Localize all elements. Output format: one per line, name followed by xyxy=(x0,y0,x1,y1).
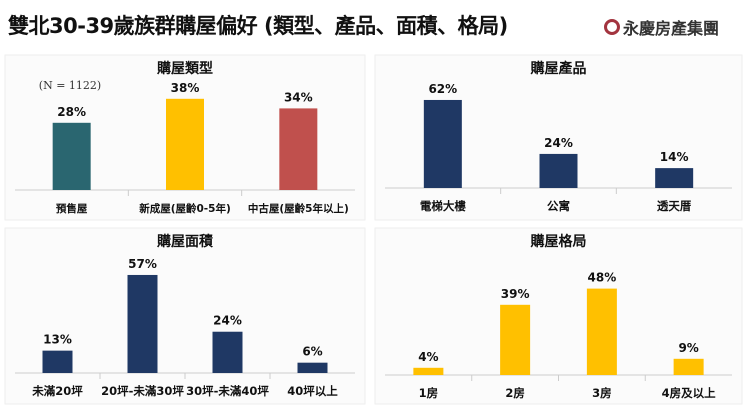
data-label: 24% xyxy=(544,136,573,150)
chart-title: 購屋面積 xyxy=(156,233,214,250)
category-label: 30坪-未滿40坪 xyxy=(186,384,269,398)
data-label: 28% xyxy=(57,105,86,119)
category-label: 電梯大樓 xyxy=(420,199,466,213)
chart-title: 購屋類型 xyxy=(156,60,213,77)
data-label: 62% xyxy=(428,82,457,96)
bar xyxy=(539,153,578,188)
category-label: 預售屋 xyxy=(56,202,88,215)
bar xyxy=(413,367,444,375)
data-label: 38% xyxy=(171,81,200,95)
data-label: 39% xyxy=(501,287,530,301)
chart-annotation: (N = 1122) xyxy=(39,79,101,92)
data-label: 14% xyxy=(660,150,689,164)
data-label: 48% xyxy=(588,271,617,285)
data-label: 13% xyxy=(43,333,72,347)
category-label: 4房及以上 xyxy=(662,386,717,400)
bar xyxy=(127,274,158,373)
logo-text: 永慶房產集團 xyxy=(623,19,720,38)
category-label: 公寓 xyxy=(547,199,570,213)
category-label: 新成屋(屋齡0-5年) xyxy=(139,202,231,215)
data-label: 24% xyxy=(213,314,242,328)
data-label: 4% xyxy=(418,350,438,364)
bar xyxy=(423,99,462,188)
data-label: 57% xyxy=(128,257,157,271)
bar xyxy=(297,362,328,373)
bar xyxy=(52,122,91,190)
category-label: 20坪-未滿30坪 xyxy=(101,384,184,398)
category-label: 2房 xyxy=(505,386,525,400)
category-label: 透天厝 xyxy=(657,199,692,213)
bar xyxy=(279,108,318,190)
page-title: 雙北30-39歲族群購屋偏好 (類型、產品、面積、格局) xyxy=(8,14,508,38)
bar xyxy=(500,304,531,375)
bar xyxy=(655,168,694,188)
chart-title: 購屋格局 xyxy=(530,233,587,250)
data-label: 9% xyxy=(678,341,698,355)
category-label: 40坪以上 xyxy=(287,384,338,398)
bar xyxy=(212,331,243,373)
bar xyxy=(673,358,704,375)
category-label: 中古屋(屋齡5年以上) xyxy=(248,202,349,215)
chart-title: 購屋產品 xyxy=(530,60,587,77)
logo-icon xyxy=(604,19,620,35)
logo: 永慶房產集團 xyxy=(604,15,719,39)
bar xyxy=(586,288,617,375)
data-label: 34% xyxy=(284,90,313,104)
category-label: 1房 xyxy=(419,386,439,400)
bar xyxy=(42,350,73,373)
data-label: 6% xyxy=(302,345,322,359)
category-label: 3房 xyxy=(592,386,612,400)
bar xyxy=(166,98,204,190)
category-label: 未滿20坪 xyxy=(31,384,83,398)
